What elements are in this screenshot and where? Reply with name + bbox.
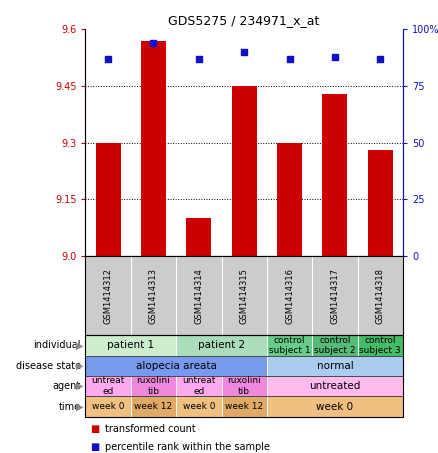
Bar <box>95 143 120 256</box>
Text: week 12: week 12 <box>134 402 173 411</box>
Text: percentile rank within the sample: percentile rank within the sample <box>105 442 270 452</box>
Text: ruxolini
tib: ruxolini tib <box>137 376 170 396</box>
Text: GSM1414314: GSM1414314 <box>194 268 203 323</box>
Bar <box>141 41 166 256</box>
Point <box>195 55 202 63</box>
Text: GSM1414316: GSM1414316 <box>285 268 294 323</box>
Title: GDS5275 / 234971_x_at: GDS5275 / 234971_x_at <box>169 14 320 27</box>
Text: alopecia areata: alopecia areata <box>136 361 216 371</box>
Text: GSM1414313: GSM1414313 <box>149 268 158 323</box>
Text: GSM1414312: GSM1414312 <box>104 268 113 323</box>
Text: ▶: ▶ <box>76 381 83 391</box>
Text: ■: ■ <box>90 442 99 452</box>
Text: ■: ■ <box>90 424 99 434</box>
Bar <box>368 150 393 256</box>
Point <box>377 55 384 63</box>
Text: control
subject 1: control subject 1 <box>269 336 311 355</box>
Text: patient 1: patient 1 <box>107 340 154 351</box>
Text: disease state: disease state <box>16 361 81 371</box>
Text: control
subject 2: control subject 2 <box>314 336 356 355</box>
Text: ▶: ▶ <box>76 340 83 351</box>
Point <box>105 55 112 63</box>
Text: ▶: ▶ <box>76 401 83 412</box>
Text: ▶: ▶ <box>76 361 83 371</box>
Text: untreat
ed: untreat ed <box>182 376 215 396</box>
Point <box>332 53 339 60</box>
Text: transformed count: transformed count <box>105 424 196 434</box>
Text: normal: normal <box>317 361 353 371</box>
Text: GSM1414318: GSM1414318 <box>376 268 385 323</box>
Bar <box>232 86 257 256</box>
Text: week 12: week 12 <box>225 402 263 411</box>
Text: patient 2: patient 2 <box>198 340 245 351</box>
Text: individual: individual <box>34 340 81 351</box>
Text: week 0: week 0 <box>183 402 215 411</box>
Text: GSM1414317: GSM1414317 <box>330 268 339 323</box>
Text: week 0: week 0 <box>316 401 353 412</box>
Bar <box>277 143 302 256</box>
Text: ruxolini
tib: ruxolini tib <box>227 376 261 396</box>
Text: week 0: week 0 <box>92 402 124 411</box>
Text: untreated: untreated <box>309 381 360 391</box>
Point <box>286 55 293 63</box>
Point <box>241 48 248 56</box>
Text: GSM1414315: GSM1414315 <box>240 268 249 323</box>
Bar <box>186 218 211 256</box>
Text: control
subject 3: control subject 3 <box>360 336 401 355</box>
Point <box>150 39 157 47</box>
Text: time: time <box>59 401 81 412</box>
Text: untreat
ed: untreat ed <box>92 376 125 396</box>
Bar <box>322 94 347 256</box>
Text: agent: agent <box>53 381 81 391</box>
